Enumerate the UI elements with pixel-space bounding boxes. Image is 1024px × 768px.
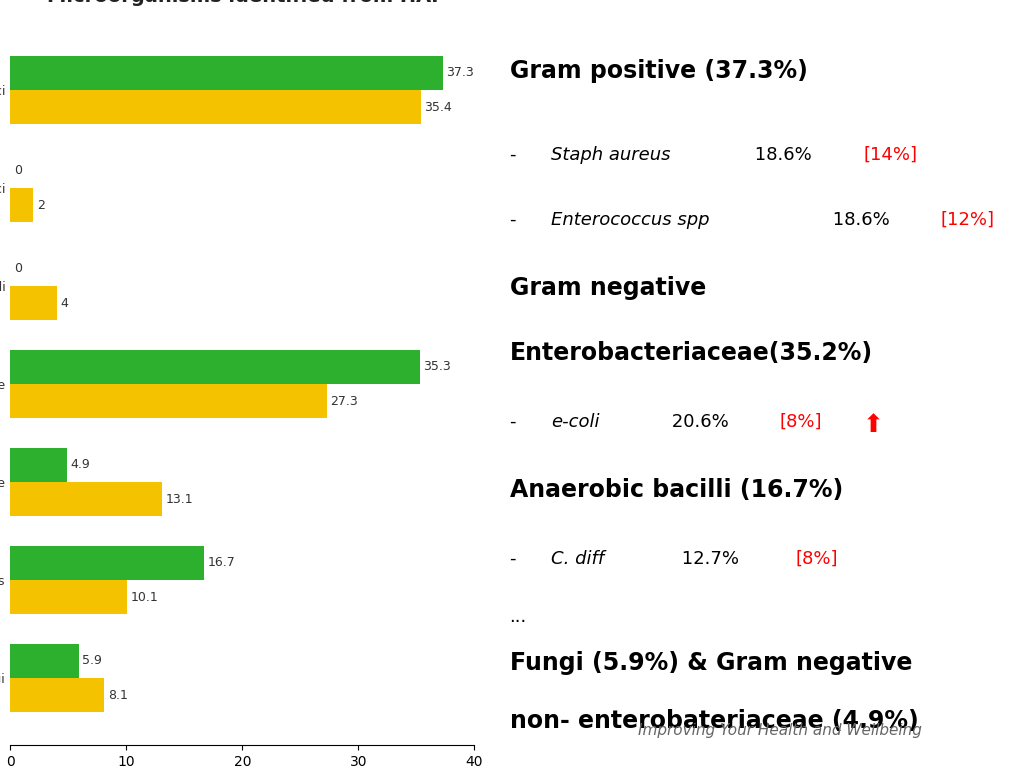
- Text: Enterococcus spp: Enterococcus spp: [551, 210, 710, 229]
- Text: 10.1: 10.1: [131, 591, 159, 604]
- Text: 16.7: 16.7: [208, 556, 236, 569]
- Text: 5.9: 5.9: [82, 654, 102, 667]
- Text: [12%]: [12%]: [941, 210, 995, 229]
- Bar: [10, 188, 34, 223]
- Text: 12.7%: 12.7%: [676, 550, 744, 568]
- Title: Microorganisms identified from HAI: Microorganisms identified from HAI: [46, 0, 438, 6]
- Text: 20.6%: 20.6%: [666, 413, 734, 431]
- Bar: [10, 56, 443, 90]
- Text: 35.4: 35.4: [424, 101, 453, 114]
- Text: Fungi (5.9%) & Gram negative: Fungi (5.9%) & Gram negative: [510, 651, 912, 675]
- Text: 8.1: 8.1: [108, 688, 128, 701]
- Text: [8%]: [8%]: [796, 550, 838, 568]
- Text: 37.3: 37.3: [446, 67, 474, 80]
- Bar: [10, 644, 79, 678]
- Text: -: -: [510, 550, 516, 568]
- Text: -: -: [510, 146, 516, 164]
- Bar: [10, 580, 127, 614]
- Bar: [10, 482, 162, 516]
- Text: 0: 0: [13, 164, 22, 177]
- Text: 35.3: 35.3: [423, 360, 451, 373]
- Bar: [10, 448, 68, 482]
- Bar: [10, 384, 327, 419]
- Text: Enterobacteriaceae(35.2%): Enterobacteriaceae(35.2%): [510, 341, 872, 365]
- Text: non- enterobateriaceae (4.9%): non- enterobateriaceae (4.9%): [510, 709, 919, 733]
- Text: 4: 4: [60, 296, 68, 310]
- Text: Gram negative: Gram negative: [510, 276, 706, 300]
- Text: 18.6%: 18.6%: [749, 146, 817, 164]
- Text: ...: ...: [510, 607, 526, 626]
- Text: Anaerobic bacilli (16.7%): Anaerobic bacilli (16.7%): [510, 478, 843, 502]
- Bar: [10, 286, 56, 320]
- Text: 27.3: 27.3: [331, 395, 358, 408]
- Text: Staph aureus: Staph aureus: [551, 146, 671, 164]
- Text: 2: 2: [37, 199, 45, 212]
- Bar: [10, 545, 204, 580]
- Text: [8%]: [8%]: [780, 413, 822, 431]
- Text: -: -: [510, 413, 516, 431]
- Text: Gram positive (37.3%): Gram positive (37.3%): [510, 59, 808, 83]
- Text: 13.1: 13.1: [166, 492, 194, 505]
- Text: ⬆: ⬆: [863, 413, 884, 437]
- Text: -: -: [510, 210, 516, 229]
- Text: C. diff: C. diff: [551, 550, 604, 568]
- Text: 18.6%: 18.6%: [826, 210, 895, 229]
- Text: 0: 0: [13, 263, 22, 276]
- Text: 4.9: 4.9: [71, 458, 90, 472]
- Text: [14%]: [14%]: [863, 146, 918, 164]
- Bar: [10, 678, 104, 712]
- Bar: [10, 349, 420, 384]
- Text: Improving Your Health and Wellbeing: Improving Your Health and Wellbeing: [638, 723, 922, 738]
- Bar: [10, 90, 421, 124]
- Text: e-coli: e-coli: [551, 413, 600, 431]
